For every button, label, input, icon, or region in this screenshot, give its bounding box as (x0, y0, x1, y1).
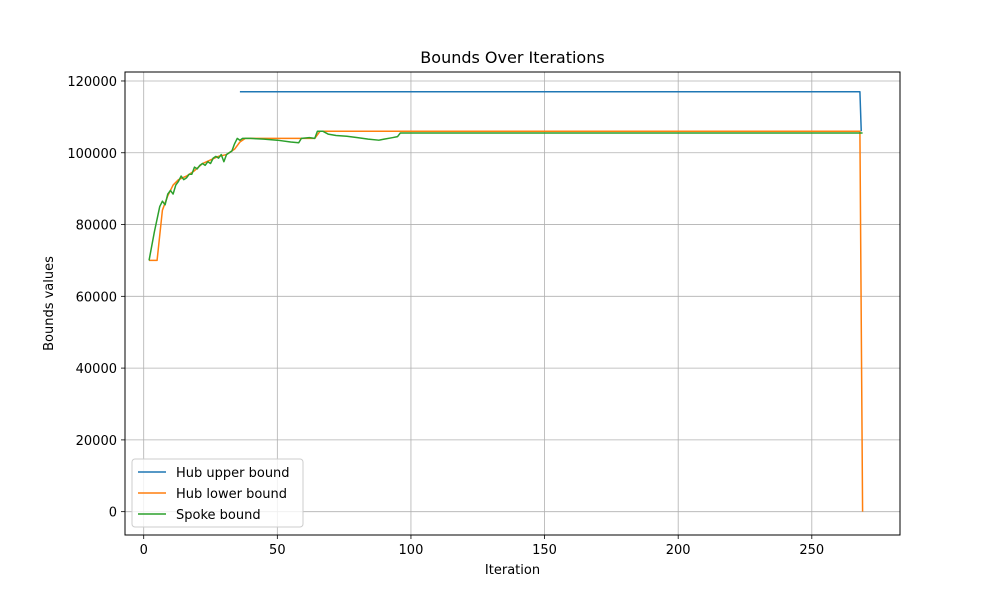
y-axis-label: Bounds values (42, 256, 57, 351)
series-line-3 (148, 130, 863, 261)
legend-label: Hub upper bound (176, 466, 290, 481)
y-tick-label: 80000 (76, 219, 117, 234)
y-tick-label: 60000 (76, 290, 117, 305)
x-tick-label: 0 (140, 543, 148, 558)
legend-label: Hub lower bound (176, 487, 287, 502)
y-tick-label: 40000 (76, 362, 117, 377)
plot-frame (124, 71, 901, 536)
x-tick-label: 100 (399, 543, 424, 558)
tick-layer: 0 50 100 150 200 250 0 20000 40000 60000 80000 1000… (67, 75, 824, 558)
series-line-1 (239, 90, 862, 132)
legend: Hub upper bound Hub lower bound Spoke boun… (131, 458, 304, 528)
x-tick-label: 250 (799, 543, 824, 558)
x-axis-label: Iteration (485, 563, 540, 578)
y-tick-label: 0 (109, 506, 117, 521)
y-tick-label: 20000 (76, 434, 117, 449)
x-tick-label: 50 (269, 543, 286, 558)
legend-label: Spoke bound (176, 508, 261, 523)
y-tick-label: 120000 (67, 75, 117, 90)
x-tick-label: 200 (666, 543, 691, 558)
chart-title: Bounds Over Iterations (420, 48, 604, 67)
grid-layer (125, 72, 900, 535)
legend-box (131, 458, 304, 528)
x-tick-label: 150 (532, 543, 557, 558)
series-layer (148, 90, 864, 512)
y-tick-label: 100000 (67, 147, 117, 162)
